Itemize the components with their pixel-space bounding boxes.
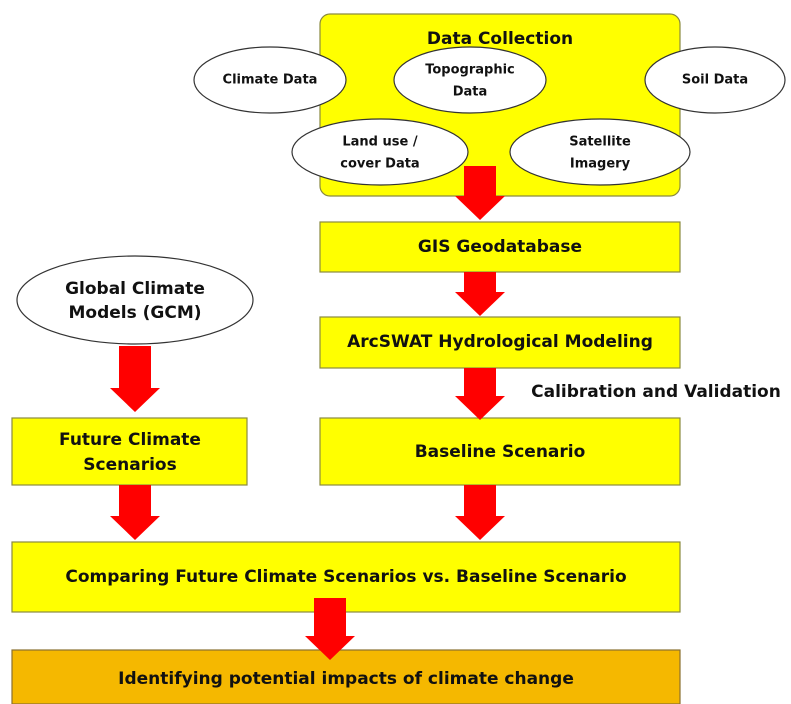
land-use-label: cover Data: [340, 157, 419, 172]
flow-arrow: [455, 166, 505, 220]
arrows: [110, 166, 505, 660]
calibration-label: Calibration and Validation: [531, 382, 781, 402]
land-use-ellipse: [291, 118, 469, 186]
flow-arrow: [305, 598, 355, 660]
flow-arrow: [455, 368, 505, 420]
flow-arrow: [110, 346, 160, 412]
gcm-label: Models (GCM): [68, 303, 201, 323]
climate-data-ellipse: [193, 46, 347, 114]
arcswat-label: ArcSWAT Hydrological Modeling: [347, 332, 653, 352]
future-label: Future Climate: [59, 430, 201, 450]
satellite-label: Imagery: [570, 157, 631, 172]
impacts-box: [11, 649, 681, 704]
topographic-ellipse: [393, 46, 547, 114]
flow-arrow: [455, 485, 505, 540]
land-use-label: Land use /: [342, 135, 417, 150]
baseline-label: Baseline Scenario: [415, 442, 586, 462]
comparing-label: Comparing Future Climate Scenarios vs. B…: [65, 567, 626, 587]
topographic-label: Topographic: [425, 63, 515, 78]
baseline-box: [319, 417, 681, 486]
flow-arrow: [455, 272, 505, 316]
flow-arrow: [110, 485, 160, 540]
soil-data-label: Soil Data: [682, 73, 748, 88]
gcm-ellipse: [16, 255, 254, 345]
gis-label: GIS Geodatabase: [418, 237, 582, 257]
arcswat-box: [319, 316, 681, 369]
satellite-ellipse: [509, 118, 691, 186]
climate-data-label: Climate Data: [223, 73, 318, 88]
gis-box: [319, 221, 681, 273]
gcm-label: Global Climate: [65, 279, 205, 299]
satellite-label: Satellite: [569, 135, 631, 150]
future-label: Scenarios: [83, 455, 176, 475]
data-collection-title: Data Collection: [427, 29, 573, 49]
soil-data-ellipse: [644, 46, 786, 114]
impacts-label: Identifying potential impacts of climate…: [118, 669, 574, 689]
topographic-label: Data: [453, 85, 488, 100]
